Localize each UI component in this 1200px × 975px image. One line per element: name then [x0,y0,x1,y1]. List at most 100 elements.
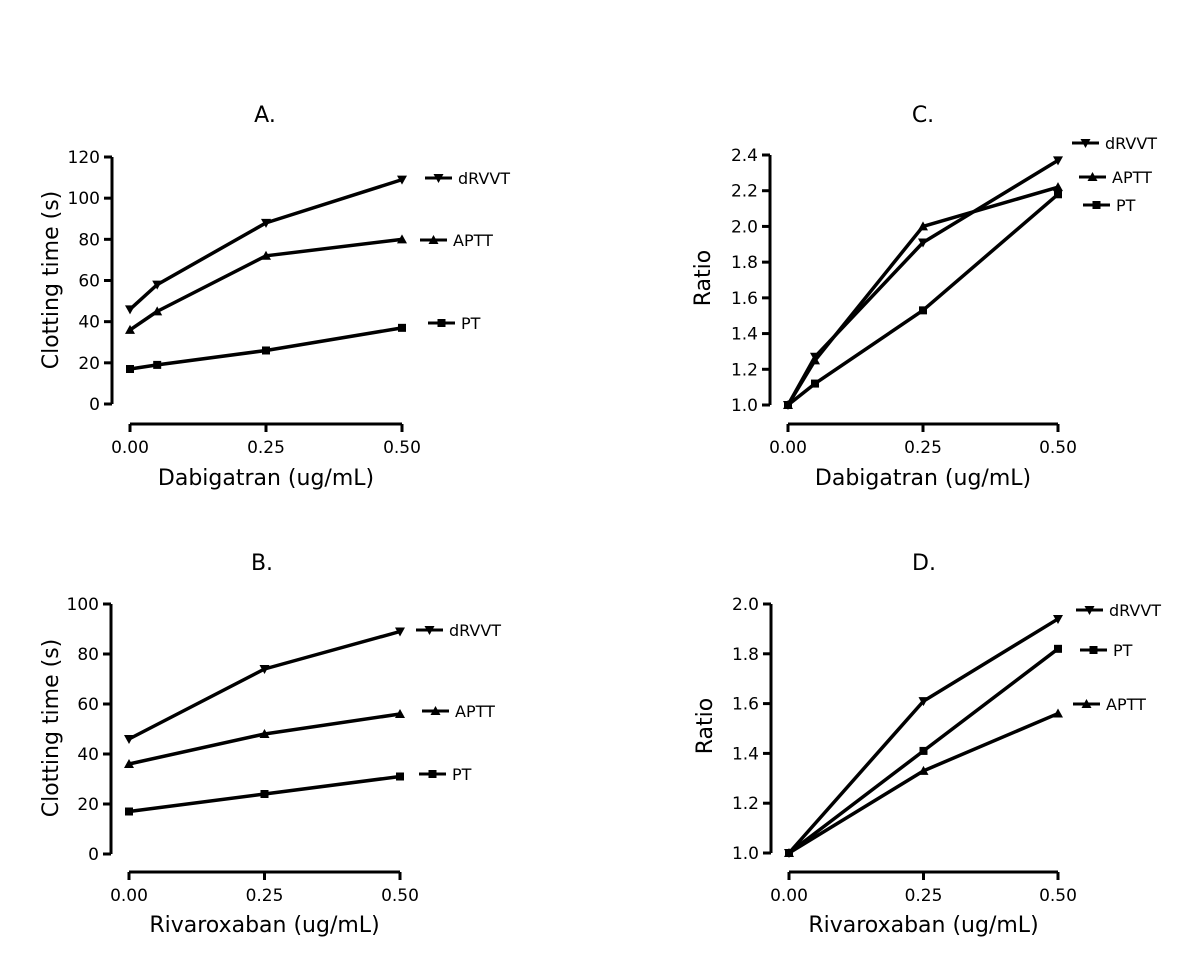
y-axis-title: Clotting time (s) [39,191,64,370]
x-tick-label: 0.00 [111,438,149,458]
data-point-pt [126,365,134,374]
y-tick-label: 20 [78,354,100,374]
data-point-pt [262,346,270,355]
series-line-drvvt [128,177,403,311]
data-point-pt [125,807,133,816]
y-axis-title: Clotting time (s) [39,639,64,818]
y-tick-label: 1.8 [731,253,758,273]
y-tick-label: 1.6 [731,289,758,309]
data-point-drvvt [397,175,407,185]
y-tick-label: 1.6 [732,695,759,715]
chart-panel-c: C. 1.0 1.2 1.4 1.6 1.8 2.0 2.2 2.4 0.00 0.25 0.50 Da… [691,103,1157,491]
legend-label-pt: PT [461,314,481,333]
x-tick-label: 0.00 [769,438,807,458]
y-tick-label: 100 [67,595,99,615]
legend-label-aptt: APTT [1112,168,1152,187]
data-point-pt [784,401,792,409]
data-point-aptt [261,250,271,260]
y-tick-label: 2.0 [732,595,759,615]
y-tick-label: 0 [88,845,99,865]
x-tick-label: 0.25 [904,438,942,458]
data-point-drvvt [1053,614,1063,624]
y-tick-label: 1.2 [731,360,758,380]
panel-title: D. [912,551,936,576]
data-point-aptt [1053,708,1063,718]
y-tick-label: 0 [89,395,100,415]
y-tick-label: 120 [68,148,100,168]
legend-marker-pt [1092,201,1101,209]
x-tick-label: 0.25 [905,886,943,906]
data-point-drvvt [125,305,135,315]
series-line-pt [786,192,1060,407]
x-tick-label: 0.00 [770,886,808,906]
y-tick-label: 100 [68,189,100,209]
data-point-drvvt [395,627,405,637]
data-point-aptt [124,759,134,768]
x-axis-title: Rivaroxaban (ug/mL) [808,913,1038,938]
legend-label-pt: PT [452,765,472,784]
y-tick-label: 20 [77,795,99,815]
data-point-aptt [810,355,820,365]
data-point-aptt [125,324,135,334]
data-point-aptt [259,729,270,738]
legend-marker-pt [428,770,437,778]
panel-title: C. [912,103,934,128]
data-point-pt [1054,190,1062,199]
data-point-pt [1054,644,1062,653]
y-tick-label: 1.2 [732,794,759,814]
data-point-pt [811,379,819,388]
data-point-pt [919,306,927,315]
legend-label-pt: PT [1116,196,1136,215]
series-line-aptt [129,237,403,332]
series-line-drvvt [787,617,1059,855]
series-line-drvvt [128,629,401,741]
legend-label-drvvt: dRVVT [1109,601,1161,620]
legend-marker-pt [1089,646,1098,654]
legend-label-aptt: APTT [455,702,495,721]
data-point-aptt [918,221,928,231]
data-point-aptt [784,848,794,857]
series-line-pt [129,326,403,371]
legend-marker-drvvt [1080,139,1091,148]
y-axis-title: Ratio [693,698,718,754]
y-axis-title: Ratio [691,250,716,306]
x-tick-label: 0.50 [1039,886,1077,906]
y-tick-label: 2.0 [731,217,758,237]
x-tick-label: 0.25 [247,438,285,458]
data-point-drvvt [261,218,271,228]
data-point-aptt [1053,182,1063,192]
y-tick-label: 80 [77,645,99,665]
legend-label-pt: PT [1113,641,1133,660]
y-tick-label: 80 [78,230,100,250]
data-point-drvvt [918,238,928,248]
data-point-aptt [395,709,405,718]
x-tick-label: 0.25 [246,886,284,906]
legend-marker-aptt [1087,172,1098,181]
legend-label-aptt: APTT [453,231,493,250]
legend-marker-drvvt [1084,606,1095,615]
x-tick-label: 0.50 [383,438,421,458]
legend-marker-drvvt [424,626,435,635]
y-tick-label: 2.4 [731,146,758,166]
data-point-pt [919,746,928,755]
y-tick-label: 1.4 [732,744,759,764]
y-tick-label: 60 [78,272,100,292]
data-point-aptt [918,765,929,775]
x-axis-title: Rivaroxaban (ug/mL) [149,913,379,938]
y-tick-label: 1.4 [731,325,758,345]
x-tick-label: 0.00 [110,886,148,906]
y-tick-label: 1.8 [732,645,759,665]
legend-marker-drvvt [433,174,444,183]
legend-label-drvvt: dRVVT [458,169,510,188]
panel-title: A. [254,103,276,128]
legend-marker-pt [437,319,446,327]
y-tick-label: 60 [77,695,99,715]
data-point-pt [396,772,404,781]
y-tick-label: 1.0 [731,396,758,416]
data-point-aptt [152,306,163,316]
data-point-drvvt [918,697,929,707]
y-tick-label: 2.2 [731,182,758,202]
data-point-aptt [397,234,407,244]
